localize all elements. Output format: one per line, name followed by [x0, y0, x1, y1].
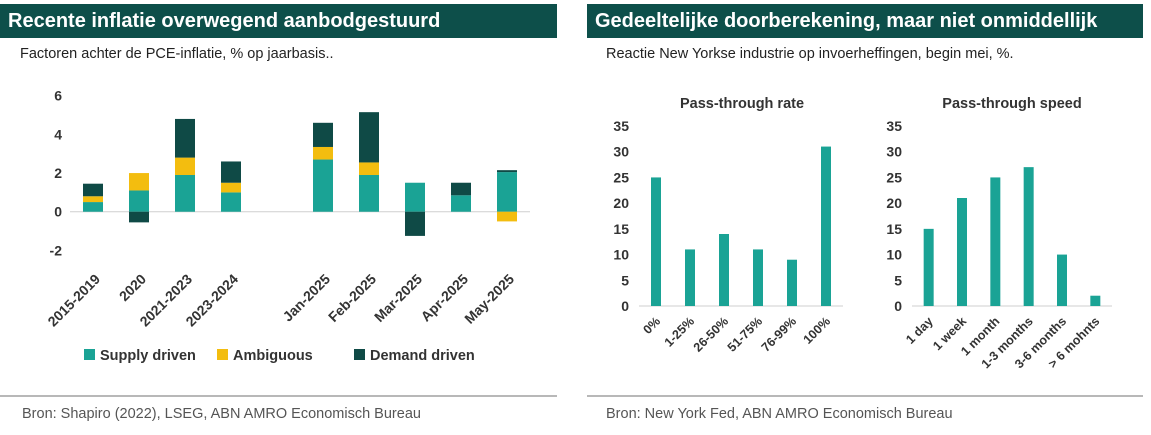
pass-through-charts: Pass-through rate051015202530350%1-25%26… [613, 96, 1112, 371]
bar-segment [359, 162, 379, 175]
left-chart-panel: Recente inflatie overwegend aanbodgestuu… [0, 0, 557, 435]
bar-segment [175, 175, 195, 212]
left-panel-title: Recente inflatie overwegend aanbodgestuu… [0, 4, 557, 38]
y-tick-label: 25 [613, 169, 629, 185]
bar-segment [313, 146, 333, 160]
bar-segment [221, 161, 241, 183]
x-tick-label: Mar-2025 [371, 271, 425, 325]
legend-swatch [84, 349, 95, 360]
y-tick-label: 5 [621, 272, 629, 288]
right-panel-source: Bron: New York Fed, ABN AMRO Economisch … [606, 406, 953, 422]
y-tick-label: 20 [886, 195, 902, 211]
left-panel-divider [0, 395, 557, 397]
x-tick-label: 2015-2019 [44, 271, 103, 330]
legend-label: Ambiguous [233, 348, 313, 364]
y-tick-label: 2 [54, 165, 62, 181]
y-tick-label: 30 [886, 144, 902, 160]
bar [821, 146, 831, 306]
bar [990, 177, 1001, 306]
x-tick-label: May-2025 [461, 271, 517, 327]
right-panel-divider [587, 395, 1143, 397]
legend-swatch [217, 349, 228, 360]
bar-segment [405, 211, 425, 236]
y-tick-label: 15 [613, 221, 629, 237]
bar [957, 198, 967, 306]
bar-segment [129, 190, 149, 212]
y-tick-label: 5 [894, 272, 902, 288]
y-tick-label: 0 [894, 298, 902, 314]
y-tick-label: 6 [54, 88, 62, 104]
y-tick-label: 20 [613, 195, 629, 211]
x-tick-label: 0% [640, 314, 663, 337]
y-tick-label: 35 [886, 118, 902, 134]
chart-title: Pass-through rate [680, 96, 804, 112]
bar-segment [497, 211, 517, 222]
x-tick-label: 26-50% [691, 314, 731, 354]
bar [1023, 167, 1034, 306]
bar-segment [129, 211, 149, 223]
y-tick-label: 30 [613, 144, 629, 160]
x-tick-label: 51-75% [725, 314, 765, 354]
bar [651, 177, 661, 306]
right-chart-panel: Gedeeltelijke doorberekening, maar niet … [587, 0, 1143, 435]
y-tick-label: 25 [886, 169, 902, 185]
bar-segment [175, 157, 195, 175]
legend-label: Supply driven [100, 348, 196, 364]
y-tick-label: 4 [54, 126, 62, 142]
y-tick-label: 15 [886, 221, 902, 237]
bar [753, 249, 763, 306]
y-tick-label: 10 [613, 247, 629, 263]
bar-segment [129, 173, 149, 191]
y-tick-label: -2 [50, 242, 63, 258]
bar-segment [221, 192, 241, 212]
bar [1090, 295, 1101, 306]
legend-swatch [354, 349, 365, 360]
right-panel-subtitle: Reactie New Yorkse industrie op invoerhe… [606, 46, 1014, 62]
bar [719, 234, 729, 306]
bar-segment [405, 182, 425, 212]
x-tick-label: Feb-2025 [325, 271, 379, 325]
chart-title: Pass-through speed [942, 96, 1081, 112]
bar [787, 259, 797, 306]
bar-segment [313, 122, 333, 147]
y-tick-label: 35 [613, 118, 629, 134]
y-tick-label: 0 [621, 298, 629, 314]
bar-segment [175, 118, 195, 158]
x-tick-label: 2020 [116, 271, 149, 304]
legend-label: Demand driven [370, 348, 475, 364]
left-panel-source: Bron: Shapiro (2022), LSEG, ABN AMRO Eco… [22, 406, 421, 422]
x-tick-label: Jan-2025 [279, 271, 333, 325]
bar-segment [497, 172, 517, 212]
bar [685, 249, 695, 306]
bar-segment [359, 112, 379, 163]
bar-segment [221, 182, 241, 193]
bar-segment [313, 159, 333, 212]
left-panel-subtitle: Factoren achter de PCE-inflatie, % op ja… [20, 46, 334, 62]
bar [1057, 254, 1067, 306]
x-tick-label: 100% [801, 314, 834, 347]
y-tick-label: 10 [886, 247, 902, 263]
x-tick-label: 76-99% [759, 314, 799, 354]
bar-segment [451, 195, 471, 212]
y-tick-label: 0 [54, 204, 62, 220]
bar-segment [497, 170, 517, 173]
bar-segment [83, 183, 103, 197]
bar-segment [83, 202, 103, 212]
bar-segment [451, 182, 471, 196]
bar-segment [359, 175, 379, 212]
right-panel-title: Gedeeltelijke doorberekening, maar niet … [587, 4, 1143, 38]
bar [923, 228, 934, 306]
bar-segment [83, 196, 103, 203]
